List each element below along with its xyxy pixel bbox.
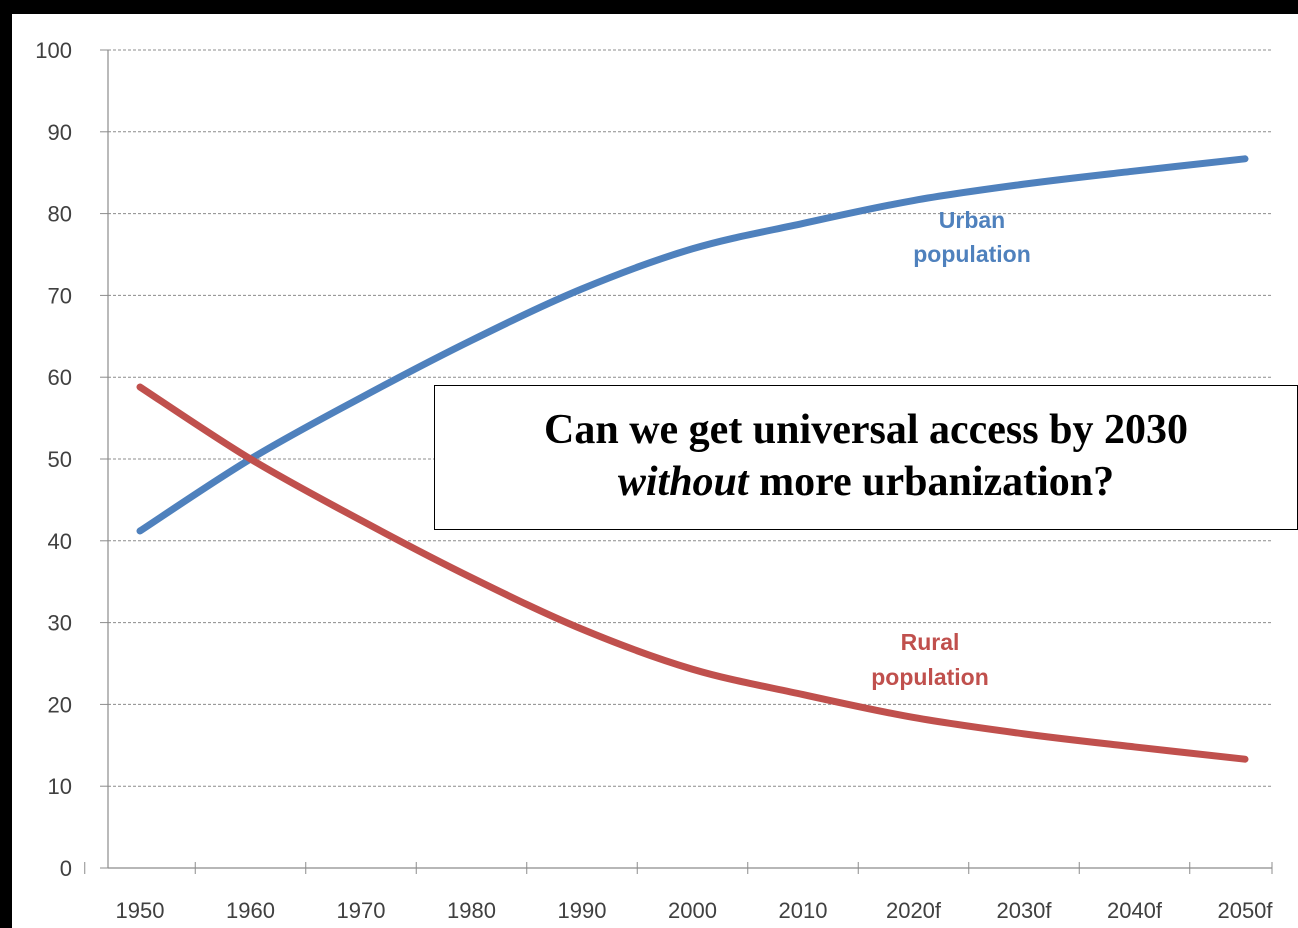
x-tick-label: 1980 — [447, 898, 496, 923]
x-tick-label: 1960 — [226, 898, 275, 923]
x-tick-label: 1990 — [558, 898, 607, 923]
y-tick-label: 100 — [35, 38, 72, 63]
x-tick-label: 1970 — [337, 898, 386, 923]
y-tick-label: 70 — [48, 283, 72, 308]
y-tick-label: 10 — [48, 774, 72, 799]
series-label-line-2: population — [913, 241, 1031, 267]
y-tick-label: 50 — [48, 447, 72, 472]
x-tick-label: 2050f — [1217, 898, 1273, 923]
annotation-box: Can we get universal access by 2030 with… — [434, 385, 1298, 530]
y-tick-label: 20 — [48, 692, 72, 717]
annotation-line-2: without more urbanization? — [435, 456, 1297, 508]
annotation-line-1: Can we get universal access by 2030 — [435, 404, 1297, 456]
series-label-line-1: Urban — [939, 207, 1005, 233]
y-tick-label: 90 — [48, 120, 72, 145]
x-tick-labels: 1950 1960 1970 1980 1990 2000 2010 2020f 2030f 20… — [116, 898, 1274, 923]
x-tick-label: 2040f — [1107, 898, 1163, 923]
y-tick-label: 40 — [48, 529, 72, 554]
y-tick-labels: 0 10 20 30 40 50 60 70 80 90 100 — [35, 38, 72, 881]
y-tick-label: 0 — [60, 856, 72, 881]
x-tick-label: 2020f — [886, 898, 942, 923]
annotation-line-2-rest: more urbanization? — [749, 459, 1115, 505]
y-tick-label: 80 — [48, 202, 72, 227]
y-tick-label: 30 — [48, 611, 72, 636]
series-label-line-2: population — [871, 664, 989, 690]
y-tick-label: 60 — [48, 365, 72, 390]
x-tick-label: 2000 — [668, 898, 717, 923]
x-tick-label: 2030f — [996, 898, 1052, 923]
x-tick-label: 2010 — [779, 898, 828, 923]
series-label-line-1: Rural — [901, 629, 960, 655]
x-tick-label: 1950 — [116, 898, 165, 923]
annotation-italic-word: without — [618, 459, 749, 505]
